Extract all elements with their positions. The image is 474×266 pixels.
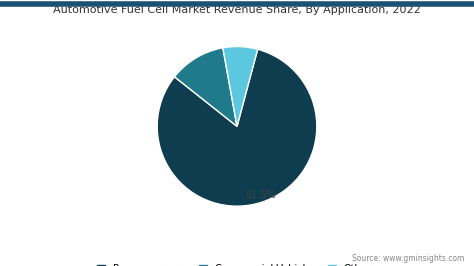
Text: Source: www.gminsights.com: Source: www.gminsights.com xyxy=(352,254,465,263)
Legend: Paasenger cars, Commercial Vehicles, Others: Paasenger cars, Commercial Vehicles, Oth… xyxy=(94,261,380,266)
Text: 81.5%: 81.5% xyxy=(246,190,276,200)
Wedge shape xyxy=(174,48,237,126)
Title: Automotive Fuel Cell Market Revenue Share, By Application, 2022: Automotive Fuel Cell Market Revenue Shar… xyxy=(53,5,421,15)
Wedge shape xyxy=(223,47,258,126)
Wedge shape xyxy=(157,49,317,206)
